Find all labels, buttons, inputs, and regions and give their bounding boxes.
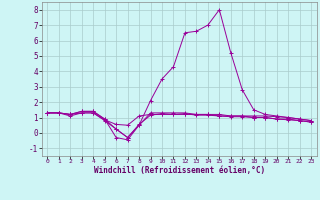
X-axis label: Windchill (Refroidissement éolien,°C): Windchill (Refroidissement éolien,°C) [94, 166, 265, 175]
